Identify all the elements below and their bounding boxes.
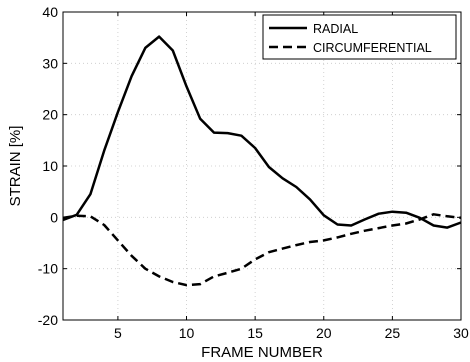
grid-lines [63, 12, 461, 320]
x-tick-label: 5 [114, 325, 122, 341]
y-tick-label: 10 [42, 158, 58, 174]
legend-box [262, 14, 457, 60]
y-tick-label: -20 [38, 312, 58, 328]
y-tick-label: -10 [38, 261, 58, 277]
x-axis-label: FRAME NUMBER [201, 344, 323, 361]
x-tick-label: 25 [385, 325, 401, 341]
series-line-radial [62, 35, 462, 229]
y-tick-label: 20 [42, 107, 58, 123]
y-tick-label: 40 [42, 4, 58, 20]
legend: RADIAL CIRCUMFERENTIAL [262, 14, 457, 60]
series-group [62, 35, 462, 287]
y-tick-label: 0 [50, 209, 58, 225]
x-tick-label: 10 [179, 325, 195, 341]
axis-ticks: 5 10 15 20 25 30 -20 -10 0 10 20 30 40 [38, 4, 469, 341]
y-axis-label: STRAIN [%] [7, 126, 24, 207]
legend-label-circumferential: CIRCUMFERENTIAL [313, 41, 432, 55]
x-tick-label: 30 [453, 325, 469, 341]
y-tick-label: 30 [42, 55, 58, 71]
legend-label-radial: RADIAL [313, 22, 358, 36]
x-tick-label: 15 [247, 325, 263, 341]
x-tick-label: 20 [316, 325, 332, 341]
series-line-circumferential [62, 213, 462, 287]
